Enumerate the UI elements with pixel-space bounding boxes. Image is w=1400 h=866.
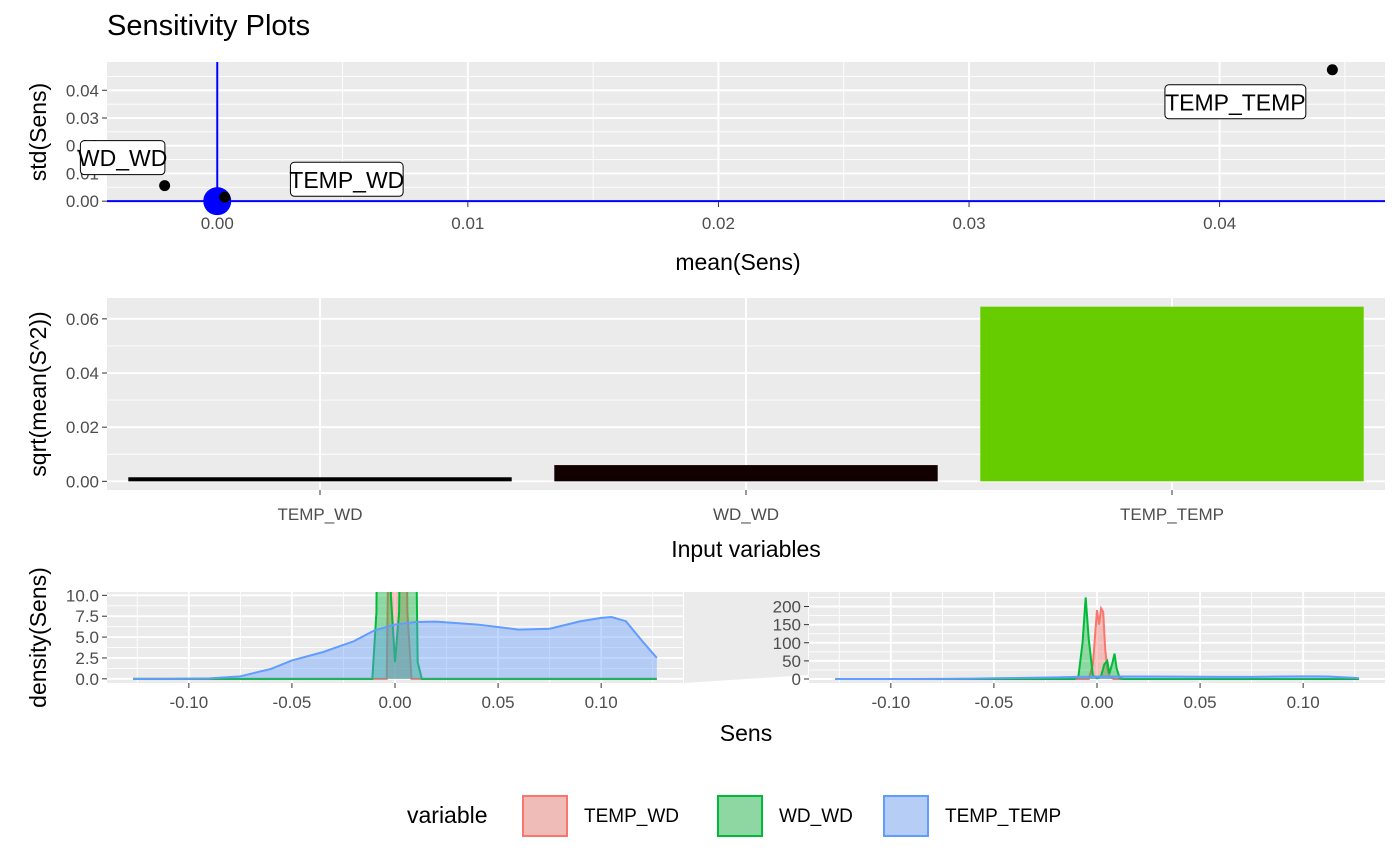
density-full-ytick-label: 0 — [792, 670, 801, 689]
bar-wd-wd — [554, 465, 938, 482]
bar-xtick-label: TEMP_TEMP — [1120, 505, 1224, 524]
scatter-xlabel: mean(Sens) — [675, 249, 800, 275]
bar-ytick-label: 0.02 — [66, 418, 99, 437]
density-zoom-ytick-label: 5.0 — [75, 628, 99, 647]
scatter-ytick-label: 0.00 — [66, 192, 99, 211]
density-zoom-xtick-label: -0.05 — [273, 693, 312, 712]
density-full-ytick-label: 100 — [773, 634, 801, 653]
scatter-point — [159, 180, 171, 192]
density-full-xtick-label: -0.10 — [871, 693, 910, 712]
scatter-point-label: TEMP_TEMP — [1165, 89, 1306, 115]
density-full-area-temp-wd — [835, 608, 1359, 680]
bar-temp-wd — [128, 477, 512, 482]
density-zoom-xtick-label: -0.10 — [169, 693, 208, 712]
density-full-xtick-label: -0.05 — [975, 693, 1014, 712]
legend-label: TEMP_TEMP — [945, 806, 1061, 827]
density-full-xtick-label: 0.10 — [1287, 693, 1320, 712]
chart-title: Sensitivity Plots — [107, 10, 311, 42]
scatter-ylabel: std(Sens) — [25, 83, 51, 181]
legend-key-temp-temp — [883, 795, 929, 837]
legend-label: TEMP_WD — [584, 806, 679, 827]
density-zoom-xtick-label: 0.10 — [585, 693, 618, 712]
density-full-ytick-label: 150 — [773, 616, 801, 635]
scatter-xtick-label: 0.01 — [451, 214, 484, 233]
density-full-xtick-label: 0.00 — [1080, 693, 1113, 712]
scatter-xtick-label: 0.02 — [702, 214, 735, 233]
density-full-xtick-label: 0.05 — [1184, 693, 1217, 712]
density-zoom-area-temp-temp — [133, 617, 657, 679]
density-zoom-ytick-label: 7.5 — [75, 607, 99, 626]
scatter-point — [219, 191, 231, 203]
density-ylabel: density(Sens) — [25, 567, 51, 708]
scatter-ytick-label: 0.04 — [66, 81, 99, 100]
bar-ytick-label: 0.00 — [66, 472, 99, 491]
scatter-point-label-box — [79, 140, 166, 176]
density-full-ytick-label: 200 — [773, 598, 801, 617]
density-zoom-ytick-label: 10.0 — [66, 586, 99, 605]
bar-xtick-label: WD_WD — [713, 505, 779, 524]
bar-ylabel: sqrt(mean(S^2)) — [25, 311, 51, 476]
density-zoom-ytick-label: 0.0 — [75, 670, 99, 689]
legend-key-wd-wd — [717, 795, 763, 837]
density-zoom-series-group — [133, 592, 658, 680]
scatter-xtick-label: 0.03 — [952, 214, 985, 233]
scatter-point-label-box — [289, 161, 404, 197]
scatter-point-label-box — [1164, 84, 1307, 120]
density-zoom-xtick-label: 0.05 — [482, 693, 515, 712]
scatter-ytick-label: 0.03 — [66, 109, 99, 128]
density-zoom-ytick-label: 2.5 — [75, 649, 99, 668]
bar-xtick-label: TEMP_WD — [278, 505, 363, 524]
bar-ytick-label: 0.04 — [66, 364, 99, 383]
density-zoom-area-temp-wd — [133, 592, 657, 679]
density-zoom-xtick-label: 0.00 — [378, 693, 411, 712]
density-full-line-wd-wd — [835, 597, 1359, 681]
density-zoom-line-temp-temp — [133, 616, 658, 680]
legend-label: WD_WD — [779, 806, 853, 827]
density-xlabel: Sens — [720, 720, 772, 746]
scatter-point-label: WD_WD — [78, 145, 167, 171]
scatter-xtick-label: 0.00 — [201, 214, 234, 233]
bar-xlabel: Input variables — [671, 536, 821, 562]
density-full-series-group — [835, 597, 1359, 681]
scatter-point — [1326, 64, 1338, 76]
bar-ytick-label: 0.06 — [66, 310, 99, 329]
bar-temp-temp — [980, 306, 1364, 482]
scatter-xtick-label: 0.04 — [1203, 214, 1236, 233]
density-full-ytick-label: 50 — [782, 652, 801, 671]
legend-title: variable — [407, 802, 488, 828]
legend-key-temp-wd — [522, 795, 568, 837]
density-zoom-connector — [684, 592, 808, 683]
density-full-line-temp-temp — [835, 675, 1359, 681]
scatter-point-label: TEMP_WD — [289, 167, 404, 193]
